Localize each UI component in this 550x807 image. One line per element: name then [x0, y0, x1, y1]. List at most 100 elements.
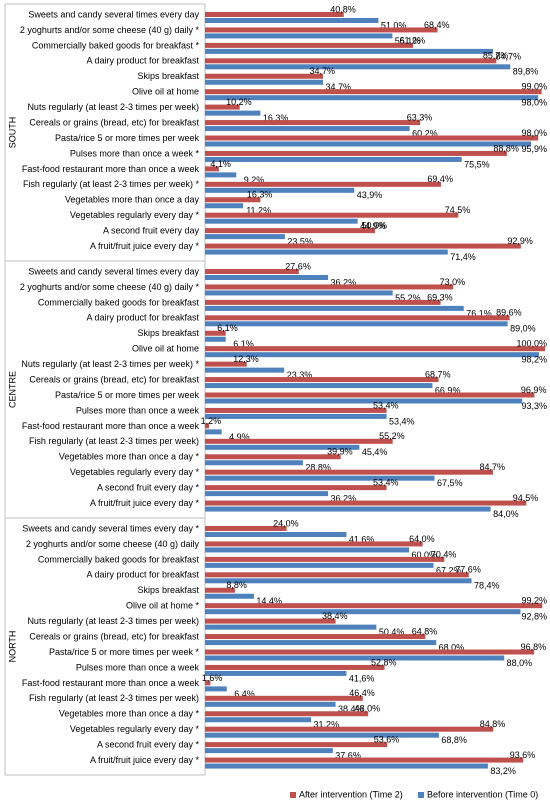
bar	[205, 58, 497, 64]
value-label: 88,8%	[493, 143, 519, 153]
category-label: Nuts regularly (at least 2-3 times per w…	[27, 102, 199, 112]
value-label: 63,3%	[407, 112, 433, 122]
bar	[205, 748, 333, 754]
bar	[205, 413, 387, 419]
bar	[205, 377, 439, 383]
value-label: 98,2%	[521, 355, 547, 365]
bar	[205, 234, 285, 240]
bar	[205, 587, 235, 593]
bar	[205, 42, 414, 48]
value-label: 53,4%	[373, 400, 399, 410]
bar	[205, 141, 532, 147]
value-label: 1,6%	[202, 673, 223, 683]
value-label: 53,6%	[374, 735, 400, 745]
bar	[205, 120, 421, 126]
bar	[205, 695, 363, 701]
bar	[205, 609, 521, 615]
value-label: 68,0%	[439, 642, 465, 652]
value-label: 6,1%	[233, 339, 254, 349]
bar	[205, 711, 369, 717]
value-label: 68,7%	[425, 369, 451, 379]
category-label: Cereals or grains (bread, etc) for break…	[29, 631, 199, 641]
category-label: Fast-food restaurant more than once a we…	[22, 678, 200, 688]
bar	[205, 506, 491, 512]
bar	[205, 407, 387, 413]
category-label: Pulses more than once a week	[76, 405, 200, 415]
bar	[205, 572, 469, 578]
category-label: Nuts regularly (at least 2-3 times per w…	[21, 359, 199, 369]
category-label: Commercially baked goods for breakfast *	[32, 40, 200, 50]
bar	[205, 664, 385, 670]
category-label: Commercially baked goods for breakfast	[38, 297, 200, 307]
bar	[205, 532, 347, 537]
panel-label: SOUTH	[7, 117, 17, 149]
value-label: 67,2%	[436, 565, 462, 575]
bar	[205, 757, 524, 763]
category-label: 2 yoghurts and/or some cheese (40 g) dai…	[20, 25, 200, 35]
panel-label: CENTRE	[7, 371, 17, 408]
bar	[205, 726, 494, 732]
value-label: 24,0%	[273, 518, 299, 528]
bar	[205, 305, 464, 311]
value-label: 31,2%	[314, 720, 340, 730]
bar	[205, 150, 507, 156]
bar	[205, 640, 437, 646]
category-label: Vegetables regularly every day *	[70, 467, 200, 477]
value-label: 93,6%	[510, 750, 536, 760]
value-label: 61,2%	[400, 35, 426, 45]
value-label: 84,7%	[479, 462, 505, 472]
bar	[205, 299, 441, 305]
value-label: 98,0%	[521, 98, 547, 108]
category-label: 2 yoghurts and/or some cheese (40 g) dai…	[20, 282, 200, 292]
category-label: Cereals or grains (bread, etc) for break…	[29, 117, 199, 127]
bar	[205, 135, 539, 141]
bar	[205, 48, 493, 54]
category-label: Pasta/rice 5 or more times per week	[55, 390, 200, 400]
value-label: 27,6%	[285, 261, 311, 271]
value-label: 84,8%	[480, 719, 506, 729]
legend-swatch	[418, 792, 424, 798]
bar	[205, 398, 523, 404]
value-label: 38,4%	[322, 611, 348, 621]
bar	[205, 361, 247, 367]
value-label: 60,2%	[412, 128, 438, 138]
category-label: Cereals or grains (bread, etc) for break…	[29, 374, 199, 384]
category-label: Sweets and candy several times every day…	[22, 523, 199, 533]
category-label: Commercially baked goods for breakfast	[38, 554, 200, 564]
bar	[205, 475, 435, 481]
value-label: 23,3%	[287, 370, 313, 380]
bar	[205, 212, 459, 218]
bar	[205, 269, 299, 274]
bar	[205, 717, 312, 723]
value-label: 76,1%	[466, 308, 492, 318]
bar	[205, 27, 438, 33]
bar	[205, 485, 387, 491]
bar	[205, 680, 211, 686]
value-label: 16,3%	[263, 113, 289, 123]
value-label: 41,6%	[349, 534, 375, 544]
bar	[205, 187, 355, 193]
category-label: Olive oil at home	[132, 87, 199, 97]
value-label: 53,4%	[373, 478, 399, 488]
category-label: Fast-food restaurant more than once a we…	[22, 421, 200, 431]
bar	[205, 12, 344, 17]
value-label: 96,8%	[521, 642, 547, 652]
bar	[205, 203, 244, 209]
value-label: 50,0%	[361, 221, 387, 231]
bar	[205, 444, 360, 450]
bar	[205, 541, 423, 547]
bar	[205, 383, 433, 389]
category-label: A second fruit every day	[103, 226, 200, 236]
bar	[205, 469, 493, 475]
value-label: 70,4%	[431, 549, 457, 559]
bar	[205, 104, 240, 110]
category-label: 2 yoghurts and/or some cheese (40 g) dai…	[26, 539, 200, 549]
value-label: 52,8%	[371, 657, 397, 667]
value-label: 94,5%	[513, 493, 539, 503]
value-label: 48,0%	[355, 704, 381, 714]
bar	[205, 284, 454, 290]
value-label: 73,0%	[440, 277, 466, 287]
value-label: 6,1%	[217, 323, 238, 333]
category-label: A fruit/fruit juice every day *	[90, 498, 200, 508]
bar	[205, 763, 488, 769]
